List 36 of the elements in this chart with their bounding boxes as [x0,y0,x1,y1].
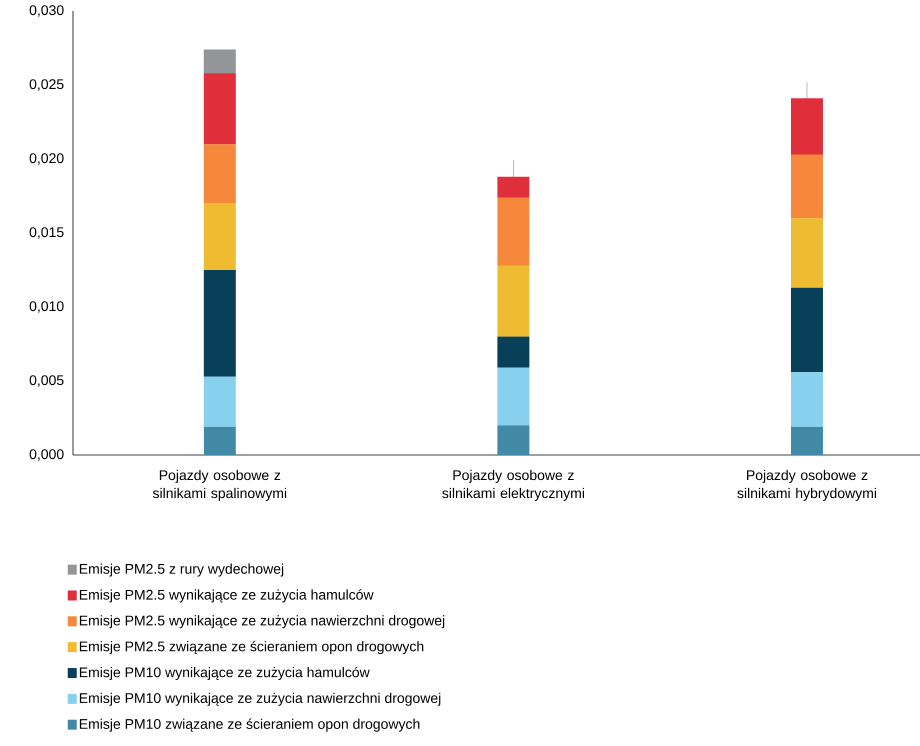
legend-label: Emisje PM10 wynikające ze zużycia nawierzchni drogowej [80,692,440,706]
y-tick-label: 0,030 [30,5,64,17]
bar [790,288,823,372]
legend-label: Emisje PM2.5 wynikające ze zużycia hamulców [80,589,374,602]
bar [204,270,236,377]
legend-label: Emisje PM10 związane ze ścieraniem opon drogowych [80,718,420,732]
bar [790,426,823,455]
legend-label: Emisje PM2.5 z rury wydechowej [80,564,284,577]
bar [204,73,236,144]
legend-label: Emisje PM2.5 związane ze ścieraniem opon drogowych [80,640,424,654]
bar [790,154,823,218]
bar [497,176,530,198]
bar [204,144,236,204]
bar [497,336,530,368]
y-tick-label: 0,020 [30,153,64,165]
bar [497,197,530,266]
legend-label: Emisje PM2.5 wynikające ze zużycia nawierzchni drogowej [80,615,444,628]
y-tick-label: 0,015 [30,227,64,239]
x-tick-label: Pojazdy osobowe z silnikami elektrycznymi [442,470,584,501]
bar [497,368,530,426]
bar [204,426,236,455]
bar [204,376,236,427]
bar [497,425,530,455]
bar [790,372,823,427]
bar [790,218,823,288]
x-tick-label: Pojazdy osobowe z silnikami spalinowymi [152,470,286,501]
x-tick-label: Pojazdy osobowe z silnikami hybrydowymi [737,470,876,501]
bar [204,203,236,270]
y-tick-label: 0,025 [30,79,64,91]
bar [790,98,823,155]
y-tick-label: 0,005 [30,375,64,387]
y-tick-label: 0,000 [30,449,64,461]
bar [497,266,530,337]
y-tick-label: 0,010 [30,301,64,313]
bar [204,49,236,74]
legend-label: Emisje PM10 wynikające ze zużycia hamulców [80,666,370,680]
